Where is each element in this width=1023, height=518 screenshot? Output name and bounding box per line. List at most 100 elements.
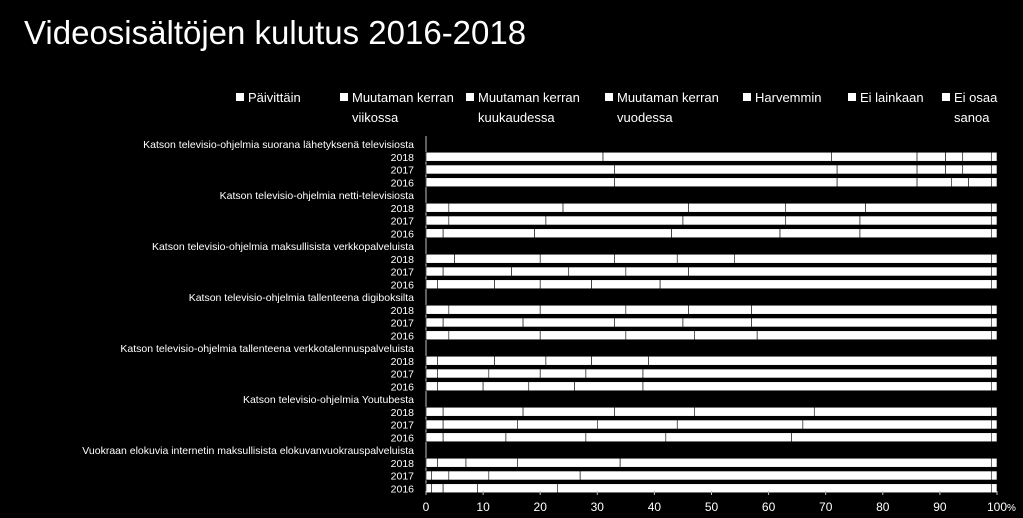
- year-label: 2016: [391, 279, 415, 291]
- bar-segment: [990, 279, 998, 290]
- bar-segment: [442, 432, 507, 443]
- bar-segment: [916, 151, 946, 162]
- bar-segment: [425, 483, 433, 494]
- bar-segment: [682, 215, 787, 226]
- bar-segment: [990, 215, 998, 226]
- bar-segment: [785, 202, 866, 213]
- year-label: 2016: [391, 330, 415, 342]
- bar-segment: [836, 164, 918, 175]
- bar-segment: [579, 470, 992, 481]
- bar-segment: [990, 432, 998, 443]
- bar-segment: [425, 279, 438, 290]
- legend-label: viikossa: [352, 110, 399, 125]
- legend-label: vuodessa: [617, 110, 673, 125]
- bar-segment: [990, 368, 998, 379]
- bar-segment: [916, 164, 946, 175]
- chart-title: Videosisältöjen kulutus 2016-2018: [24, 14, 527, 51]
- bar-segment: [494, 279, 541, 290]
- bar-segment: [614, 177, 838, 188]
- bar-segment: [488, 470, 581, 481]
- bar-segment: [539, 368, 587, 379]
- bar-segment: [990, 151, 998, 162]
- bar-segment: [425, 457, 438, 468]
- legend-swatch: [743, 93, 751, 101]
- legend-label: Muutaman kerran: [352, 90, 454, 105]
- bar-segment: [539, 253, 615, 264]
- bar-segment: [916, 177, 952, 188]
- bar-segment: [642, 368, 992, 379]
- bar-segment: [425, 151, 604, 162]
- bar-segment: [802, 419, 992, 430]
- bar-segment: [442, 419, 518, 430]
- bar-segment: [442, 317, 524, 328]
- bar-segment: [442, 483, 478, 494]
- bar-segment: [990, 330, 998, 341]
- bar-segment: [990, 202, 998, 213]
- legend-label: Ei lainkaan: [860, 90, 924, 105]
- bar-segment: [557, 483, 992, 494]
- bar-segment: [425, 215, 450, 226]
- bar-segment: [831, 151, 918, 162]
- x-tick-label: 100: [987, 500, 1007, 514]
- bar-segment: [437, 355, 495, 366]
- group-label: Katson televisio-ohjelmia tallenteena ve…: [120, 343, 414, 355]
- bar-segment: [522, 317, 615, 328]
- bar-segment: [990, 419, 998, 430]
- bar-segment: [539, 330, 627, 341]
- bar-segment: [671, 228, 781, 239]
- bar-segment: [425, 266, 444, 277]
- bar-segment: [431, 470, 450, 481]
- bar-segment: [682, 317, 752, 328]
- bar-segment: [425, 202, 450, 213]
- bar-segment: [425, 406, 444, 417]
- year-label: 2016: [391, 483, 415, 495]
- bar-segment: [676, 419, 804, 430]
- bar-segment: [990, 253, 998, 264]
- bar-segment: [614, 164, 838, 175]
- group-label: Katson televisio-ohjelmia netti-televisi…: [220, 190, 415, 202]
- legend-label: Ei osaa: [954, 90, 998, 105]
- bar-segment: [865, 202, 992, 213]
- bar-segment: [602, 151, 832, 162]
- bar-segment: [585, 368, 644, 379]
- group-label: Katson televisio-ohjelmia suorana lähety…: [143, 139, 414, 151]
- bar-segment: [448, 304, 541, 315]
- bar-segment: [859, 228, 992, 239]
- year-label: 2016: [391, 228, 415, 240]
- group-label: Katson televisio-ohjelmia Youtubesta: [243, 394, 414, 406]
- year-label: 2018: [391, 407, 415, 419]
- x-tick-label: 80: [876, 500, 890, 514]
- bar-segment: [859, 215, 992, 226]
- bar-segment: [625, 266, 689, 277]
- legend-swatch: [466, 93, 474, 101]
- year-label: 2017: [391, 420, 415, 432]
- bar-segment: [990, 304, 998, 315]
- year-label: 2018: [391, 203, 415, 215]
- bar-segment: [962, 151, 992, 162]
- bar-segment: [539, 279, 592, 290]
- bar-segment: [425, 368, 438, 379]
- legend-label: Päivittäin: [248, 90, 301, 105]
- bar-segment: [990, 470, 998, 481]
- legend-swatch: [605, 93, 613, 101]
- bar-segment: [425, 253, 455, 264]
- bar-segment: [425, 330, 450, 341]
- bar-segment: [951, 177, 969, 188]
- bar-segment: [568, 266, 627, 277]
- x-tick-label: 30: [591, 500, 605, 514]
- bar-segment: [437, 279, 495, 290]
- bar-segment: [990, 266, 998, 277]
- bar-segment: [488, 368, 541, 379]
- legend-label: kuukaudessa: [478, 110, 555, 125]
- bar-segment: [448, 470, 490, 481]
- year-label: 2017: [391, 216, 415, 228]
- bar-segment: [539, 304, 627, 315]
- legend-label: Muutaman kerran: [478, 90, 580, 105]
- year-label: 2017: [391, 165, 415, 177]
- bar-segment: [425, 381, 438, 392]
- bar-segment: [614, 253, 678, 264]
- bar-segment: [425, 164, 615, 175]
- bar-segment: [990, 457, 998, 468]
- bar-segment: [968, 177, 992, 188]
- bar-segment: [694, 330, 758, 341]
